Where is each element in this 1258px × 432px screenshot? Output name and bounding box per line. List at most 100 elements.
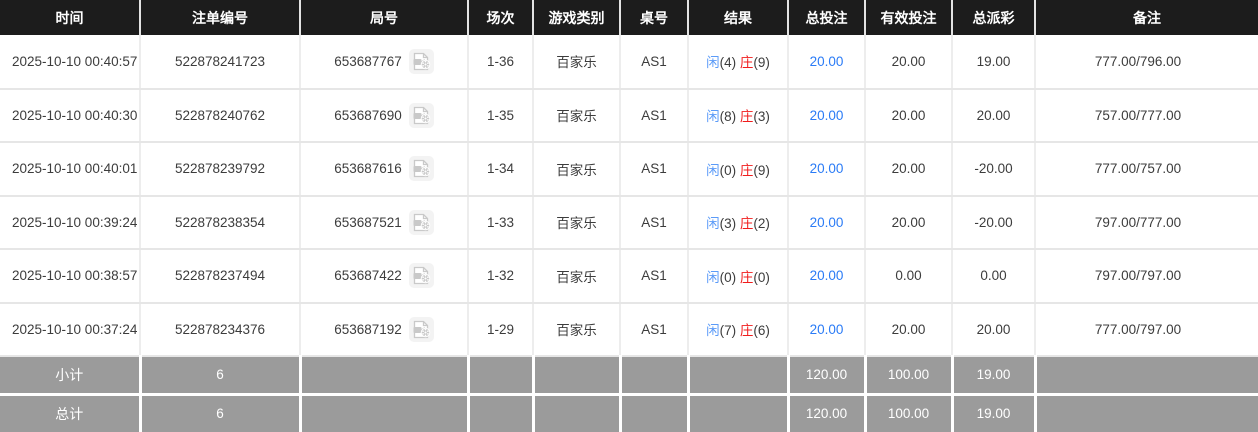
cell-order-number: 522878234376	[140, 302, 301, 357]
cell-valid-bet: 0.00	[865, 249, 953, 304]
result-banker-points: (9)	[753, 162, 770, 178]
result-banker-label: 庄	[739, 109, 754, 125]
cell-time: 2025-10-10 00:39:24	[0, 195, 141, 250]
cell-table-number: AS1	[620, 249, 689, 304]
cell-valid-bet: 20.00	[865, 302, 953, 357]
table-row: 2025-10-10 00:38:57 522878237494 653687422…	[0, 249, 1258, 304]
result-banker-points: (9)	[753, 55, 770, 71]
subtotal-row: 小计 6 120.00 100.00 19.00	[0, 356, 1258, 396]
cell-total-payout: 0.00	[952, 249, 1036, 304]
result-banker-points: (2)	[753, 216, 770, 232]
column-header-total_bet[interactable]: 总投注	[788, 0, 866, 35]
column-header-total_payout[interactable]: 总派彩	[952, 0, 1036, 35]
summary-valid-bet: 100.00	[865, 356, 954, 396]
header-row: 时间 注单编号 局号 场次 游戏类别 桌号 结果 总投注 有效投注 总派彩 备注	[0, 0, 1258, 35]
table-row: 2025-10-10 00:39:24 522878238354 653687521…	[0, 195, 1258, 250]
result-player-points: (0)	[719, 162, 737, 178]
summary-total-bet: 120.00	[788, 394, 867, 432]
column-header-valid_bet[interactable]: 有效投注	[865, 0, 953, 35]
cell-table-number: AS1	[620, 35, 689, 90]
cell-total-payout: 20.00	[952, 302, 1036, 357]
total-bet-link[interactable]: 20.00	[809, 107, 844, 123]
cell-table-number: AS1	[620, 88, 689, 143]
column-header-round_no[interactable]: 局号	[300, 0, 469, 35]
column-header-result[interactable]: 结果	[688, 0, 789, 35]
video-replay-icon[interactable]	[408, 209, 434, 235]
result-banker-label: 庄	[739, 323, 754, 339]
cell-session: 1-35	[468, 88, 534, 143]
total-bet-link[interactable]: 20.00	[809, 321, 844, 337]
cell-valid-bet: 20.00	[865, 195, 953, 250]
cell-session: 1-34	[468, 142, 534, 197]
grandtotal-row: 总计 6 120.00 100.00 19.00	[0, 394, 1258, 432]
cell-game-type: 百家乐	[533, 88, 621, 143]
summary-total-bet: 120.00	[788, 356, 867, 396]
video-replay-icon[interactable]	[408, 156, 434, 182]
summary-blank-session	[468, 394, 535, 432]
cell-round-number: 653687521	[300, 195, 469, 250]
cell-order-number: 522878239792	[140, 142, 301, 197]
round-number-wrap: 653687767	[334, 48, 434, 74]
cell-total-bet: 20.00	[788, 302, 866, 357]
video-replay-icon[interactable]	[408, 316, 434, 342]
column-header-remark[interactable]: 备注	[1035, 0, 1258, 35]
cell-session: 1-33	[468, 195, 534, 250]
cell-session: 1-36	[468, 35, 534, 90]
total-bet-link[interactable]: 20.00	[809, 53, 844, 69]
cell-round-number: 653687422	[300, 249, 469, 304]
round-number-wrap: 653687616	[334, 156, 434, 182]
cell-total-bet: 20.00	[788, 249, 866, 304]
summary-blank-round	[300, 394, 470, 432]
result-banker-label: 庄	[739, 55, 754, 71]
column-header-table_no[interactable]: 桌号	[620, 0, 689, 35]
column-header-time[interactable]: 时间	[0, 0, 141, 35]
summary-total-payout: 19.00	[952, 356, 1037, 396]
column-header-order_no[interactable]: 注单编号	[140, 0, 301, 35]
cell-result: 闲(4) 庄(9)	[688, 35, 789, 90]
result-player-label: 闲	[706, 269, 720, 285]
summary-blank-game	[533, 356, 622, 396]
cell-time: 2025-10-10 00:40:01	[0, 142, 141, 197]
column-header-session[interactable]: 场次	[468, 0, 534, 35]
cell-total-bet: 20.00	[788, 88, 866, 143]
round-number-wrap: 653687521	[334, 209, 434, 235]
summary-blank-round	[300, 356, 470, 396]
table-row: 2025-10-10 00:40:30 522878240762 653687690…	[0, 88, 1258, 143]
cell-total-payout: 20.00	[952, 88, 1036, 143]
cell-remark: 797.00/797.00	[1035, 249, 1258, 304]
result-banker-points: (6)	[753, 323, 770, 339]
cell-order-number: 522878237494	[140, 249, 301, 304]
video-replay-icon[interactable]	[408, 102, 434, 128]
table-row: 2025-10-10 00:37:24 522878234376 653687192…	[0, 302, 1258, 357]
table-row: 2025-10-10 00:40:57 522878241723 653687767…	[0, 35, 1258, 90]
result-player-points: (8)	[719, 109, 737, 125]
summary-blank-remark	[1035, 394, 1258, 432]
cell-session: 1-29	[468, 302, 534, 357]
cell-result: 闲(0) 庄(9)	[688, 142, 789, 197]
cell-time: 2025-10-10 00:40:57	[0, 35, 141, 90]
total-bet-link[interactable]: 20.00	[809, 214, 844, 230]
summary-count: 6	[140, 356, 302, 396]
column-header-game_type[interactable]: 游戏类别	[533, 0, 621, 35]
result-banker-label: 庄	[739, 216, 754, 232]
result-banker-points: (0)	[753, 269, 770, 285]
round-number-text: 653687767	[334, 53, 402, 69]
round-number-wrap: 653687690	[334, 102, 434, 128]
cell-total-bet: 20.00	[788, 35, 866, 90]
cell-game-type: 百家乐	[533, 302, 621, 357]
cell-game-type: 百家乐	[533, 195, 621, 250]
cell-remark: 777.00/796.00	[1035, 35, 1258, 90]
cell-round-number: 653687616	[300, 142, 469, 197]
total-bet-link[interactable]: 20.00	[809, 268, 844, 284]
summary-label: 小计	[0, 356, 142, 396]
summary-blank-remark	[1035, 356, 1258, 396]
total-bet-link[interactable]: 20.00	[809, 161, 844, 177]
summary-blank-session	[468, 356, 535, 396]
cell-game-type: 百家乐	[533, 249, 621, 304]
cell-total-bet: 20.00	[788, 142, 866, 197]
summary-blank-table	[620, 394, 690, 432]
round-number-wrap: 653687192	[334, 316, 434, 342]
video-replay-icon[interactable]	[408, 48, 434, 74]
video-replay-icon[interactable]	[408, 263, 434, 289]
result-banker-label: 庄	[739, 269, 754, 285]
